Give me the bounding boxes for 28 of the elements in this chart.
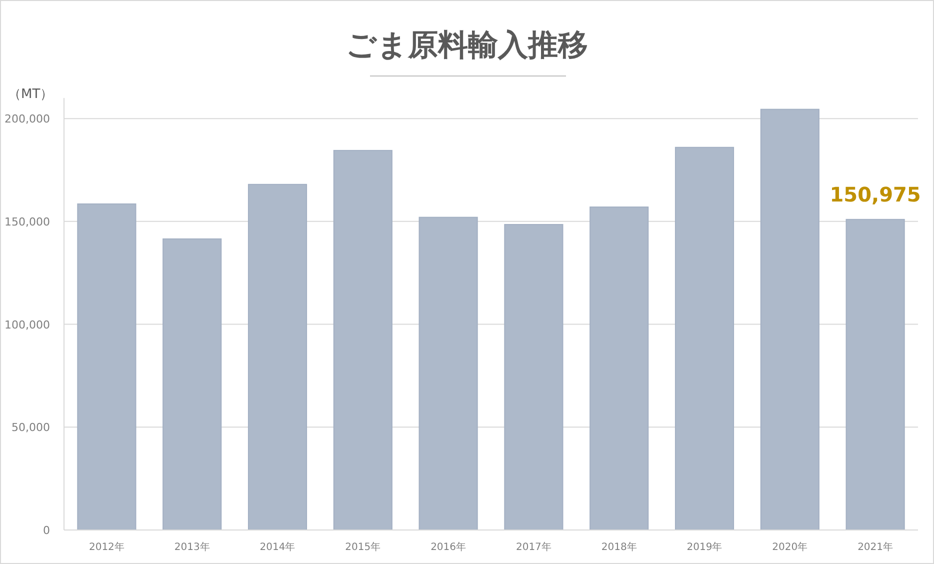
bar: [248, 184, 308, 530]
x-tick-label: 2012年: [88, 541, 124, 553]
y-tick-label: 0: [43, 524, 50, 537]
bar: [590, 206, 649, 530]
bar: [760, 108, 820, 530]
y-tick-label: 50,000: [12, 421, 50, 434]
data-label: 150,975: [830, 182, 921, 206]
x-tick-label: 2019年: [686, 541, 722, 553]
y-tick-label: 200,000: [4, 112, 50, 126]
bar: [162, 238, 222, 530]
bar: [418, 216, 478, 530]
x-tick-label: 2017年: [516, 541, 552, 553]
bar: [674, 146, 734, 530]
x-tick-label: 2015年: [345, 541, 381, 553]
x-tick-label: 2014年: [260, 541, 296, 553]
x-tick-label: 2018年: [601, 541, 637, 553]
bar: [846, 218, 905, 530]
x-tick-label: 2020年: [772, 541, 808, 553]
y-tick-label: 150,000: [4, 215, 50, 228]
bar: [504, 224, 564, 530]
x-tick-label: 2013年: [174, 541, 210, 553]
y-tick-label: 100,000: [4, 318, 50, 332]
bar: [333, 150, 392, 530]
x-tick-label: 2021年: [858, 541, 894, 553]
x-tick-label: 2016年: [430, 541, 466, 553]
bar: [77, 203, 136, 530]
y-axis-title: （MT）: [8, 87, 54, 102]
chart-title: ごま原料輸入推移: [346, 28, 588, 63]
